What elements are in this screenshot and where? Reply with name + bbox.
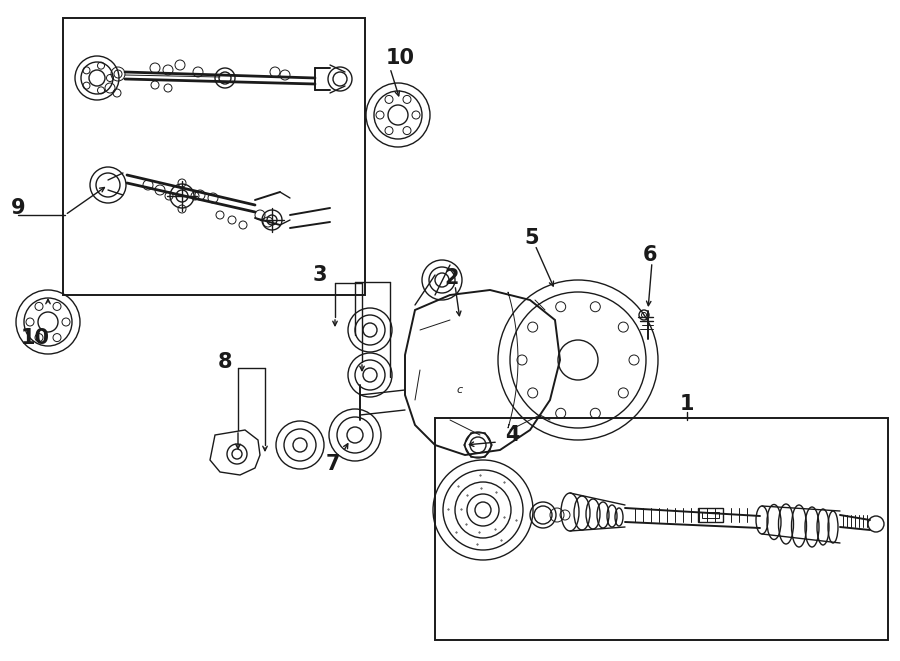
- Text: 4: 4: [505, 425, 519, 445]
- Text: 8: 8: [218, 352, 232, 372]
- Text: 7: 7: [326, 454, 340, 474]
- Bar: [435, 418, 888, 640]
- Text: 1: 1: [680, 394, 694, 414]
- Bar: [702, 512, 719, 518]
- Text: 3: 3: [313, 265, 328, 285]
- Text: 2: 2: [445, 268, 459, 288]
- Text: 10: 10: [21, 328, 50, 348]
- Text: 5: 5: [525, 228, 539, 248]
- Bar: [698, 508, 723, 522]
- Text: c: c: [457, 385, 464, 395]
- Text: 6: 6: [643, 245, 657, 265]
- Text: 10: 10: [385, 48, 415, 68]
- Bar: [63, 18, 365, 295]
- Text: 9: 9: [11, 198, 25, 218]
